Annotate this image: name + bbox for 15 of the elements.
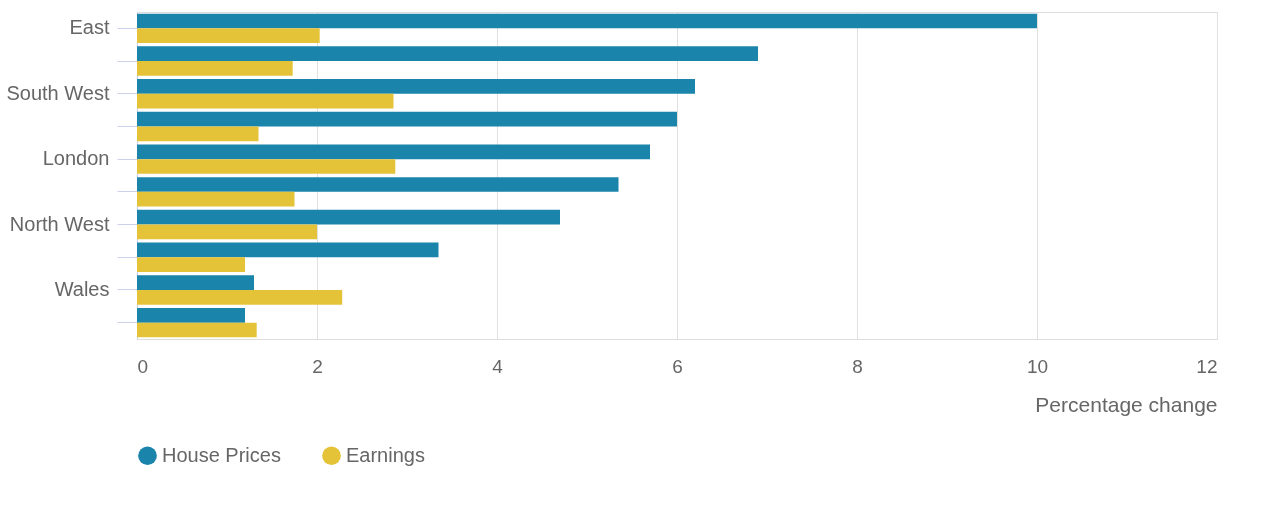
x-tick-label: 2 xyxy=(312,355,323,377)
y-tick-label: North West xyxy=(9,212,110,235)
y-tick-label: London xyxy=(42,147,110,170)
x-axis-title: Percentage change xyxy=(1035,392,1218,416)
y-tick-label: East xyxy=(69,16,110,39)
y-tick-label: South West xyxy=(6,81,110,104)
y-tick-label: Wales xyxy=(54,277,110,300)
x-tick-label: 10 xyxy=(1026,355,1049,377)
legend-label: House Prices xyxy=(162,443,281,466)
x-tick-label: 0 xyxy=(137,355,149,377)
x-tick-label: 6 xyxy=(672,355,683,377)
x-tick-label: 8 xyxy=(852,355,863,377)
x-tick-label: 4 xyxy=(492,355,504,377)
x-tick-label: 12 xyxy=(1196,355,1218,377)
legend-label: Earnings xyxy=(346,443,425,466)
